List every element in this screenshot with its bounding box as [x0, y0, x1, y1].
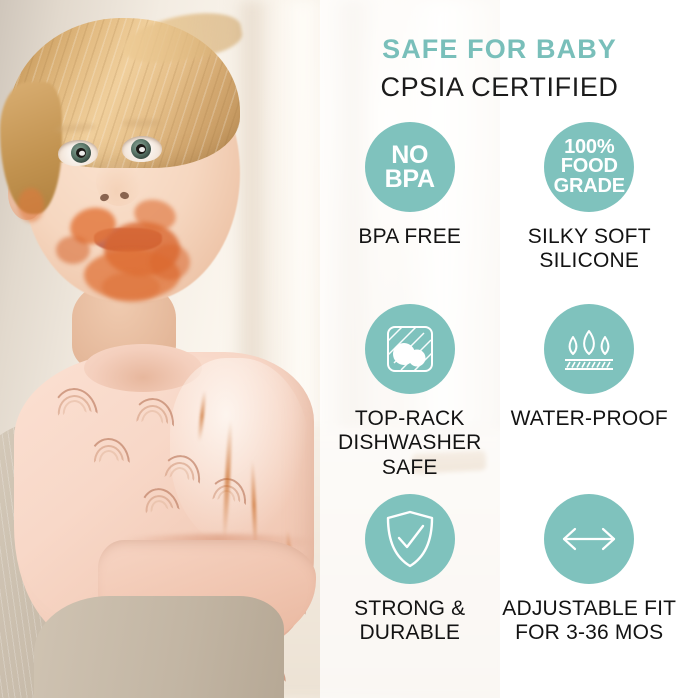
feature-item-silky-soft-silicone: 100% FOOD GRADE SILKY SOFT SILICONE	[500, 122, 679, 304]
feature-grid: NO BPA BPA FREE 100% FOOD GRADE	[320, 122, 679, 680]
page-title: SAFE FOR BABY	[382, 34, 617, 64]
pupil	[135, 143, 147, 155]
food-smudge	[56, 236, 90, 264]
water-droplets-icon	[544, 304, 635, 394]
feature-caption: BPA FREE	[358, 225, 462, 248]
shield-check-icon	[364, 494, 455, 584]
feature-caption: WATER-PROOF	[510, 407, 668, 430]
badge-line-1: NO	[391, 140, 429, 169]
pupil	[75, 147, 87, 159]
bib-highlight	[170, 358, 310, 548]
dishwasher-icon	[364, 304, 455, 394]
features-panel: SAFE FOR BABY CPSIA CERTIFIED NO BPA BPA…	[320, 0, 679, 698]
feature-item-bpa-free: NO BPA BPA FREE	[320, 122, 500, 304]
feature-item-dishwasher-safe: TOP-RACK DISHWASHER SAFE	[320, 304, 500, 494]
feature-item-adjustable-fit: ADJUSTABLE FIT FOR 3-36 MOS	[500, 494, 679, 680]
iris	[70, 142, 92, 164]
badge-line-1: 100%	[564, 135, 615, 158]
food-grade-badge-icon: 100% FOOD GRADE	[544, 122, 635, 212]
feature-caption: TOP-RACK DISHWASHER SAFE	[337, 407, 482, 479]
badge-line-2: BPA	[384, 165, 436, 193]
double-arrow-horizontal-icon	[544, 494, 635, 584]
no-bpa-badge-icon: NO BPA	[364, 122, 455, 212]
eye-glint	[138, 146, 146, 153]
page-subtitle: CPSIA CERTIFIED	[380, 72, 619, 102]
food-smudge	[102, 272, 160, 302]
feature-item-water-proof: WATER-PROOF	[500, 304, 679, 494]
badge-line-3: GRADE	[553, 174, 625, 197]
baby-sleeve	[34, 596, 284, 698]
feature-caption: STRONG & DURABLE	[354, 597, 466, 645]
feature-caption: ADJUSTABLE FIT FOR 3-36 MOS	[502, 597, 677, 645]
feature-item-strong-durable: STRONG & DURABLE	[320, 494, 500, 680]
feature-caption: SILKY SOFT SILICONE	[527, 225, 651, 273]
eye-glint	[78, 150, 86, 156]
food-smudge	[150, 244, 190, 280]
food-smudge	[18, 188, 44, 222]
iris	[130, 138, 152, 160]
badge-line-2: FOOD	[560, 155, 618, 178]
